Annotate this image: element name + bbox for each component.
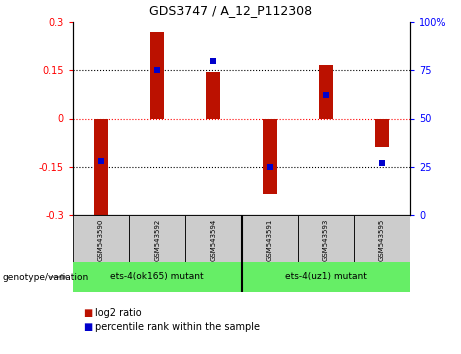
Bar <box>207 72 220 119</box>
Bar <box>319 65 333 119</box>
Text: log2 ratio: log2 ratio <box>95 308 142 318</box>
Text: ■: ■ <box>83 322 92 332</box>
Bar <box>129 215 185 262</box>
Bar <box>73 215 129 262</box>
Text: GSM543595: GSM543595 <box>379 219 385 261</box>
Bar <box>185 215 242 262</box>
Bar <box>73 262 242 292</box>
Text: GSM543592: GSM543592 <box>154 219 160 261</box>
Bar <box>298 215 354 262</box>
Text: ets-4(ok165) mutant: ets-4(ok165) mutant <box>111 273 204 281</box>
Bar <box>242 215 298 262</box>
Text: GSM543591: GSM543591 <box>266 219 272 261</box>
Bar <box>354 215 410 262</box>
Text: GSM543593: GSM543593 <box>323 219 329 261</box>
Text: GSM543590: GSM543590 <box>98 219 104 261</box>
Text: genotype/variation: genotype/variation <box>2 273 89 281</box>
Text: GSM543594: GSM543594 <box>210 219 216 261</box>
Bar <box>263 119 277 194</box>
Text: GDS3747 / A_12_P112308: GDS3747 / A_12_P112308 <box>149 4 312 17</box>
Text: ■: ■ <box>83 308 92 318</box>
Bar <box>242 262 410 292</box>
Bar <box>375 119 389 148</box>
Text: ets-4(uz1) mutant: ets-4(uz1) mutant <box>285 273 366 281</box>
Text: percentile rank within the sample: percentile rank within the sample <box>95 322 260 332</box>
Bar <box>150 32 164 119</box>
Bar <box>94 119 108 217</box>
